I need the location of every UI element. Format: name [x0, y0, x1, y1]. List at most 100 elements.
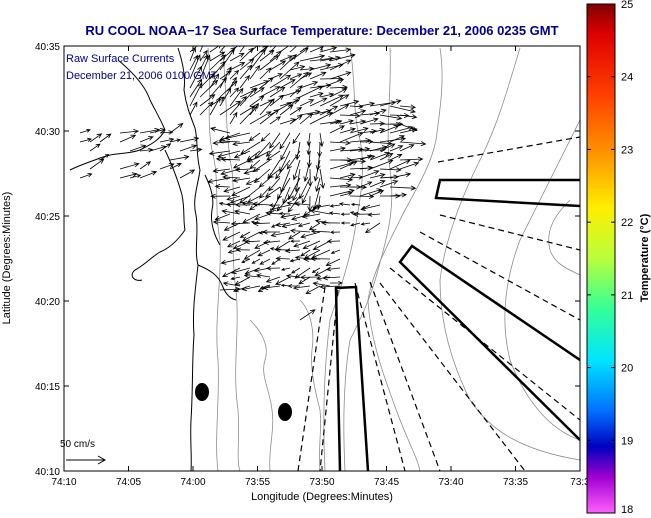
contour-line: [221, 47, 241, 471]
current-vector: [301, 213, 321, 219]
current-vector: [245, 177, 261, 185]
current-vector: [319, 78, 345, 89]
current-vector: [389, 159, 411, 170]
current-vector: [329, 140, 351, 146]
current-vector: [288, 177, 301, 201]
current-vector: [189, 147, 203, 152]
current-vector: [319, 46, 338, 53]
current-vector: [159, 137, 175, 143]
colorbar-tick-label: 21: [621, 290, 633, 302]
current-vector: [224, 132, 251, 141]
current-vector: [339, 158, 367, 164]
current-vector: [309, 208, 331, 215]
current-vector: [291, 267, 301, 274]
current-vector: [279, 53, 297, 71]
current-vector: [199, 79, 219, 98]
current-vector: [239, 231, 251, 238]
current-vector: [221, 209, 241, 215]
zone-boundary-dashed: [389, 267, 580, 421]
current-vector: [222, 281, 241, 287]
current-vector: [199, 54, 211, 80]
current-vector: [243, 168, 261, 175]
current-vector: [129, 144, 147, 152]
current-vector: [338, 202, 351, 206]
current-vector: [339, 161, 358, 170]
current-vector: [289, 228, 311, 234]
current-vector: [320, 220, 341, 226]
current-vector: [259, 86, 281, 98]
current-vector: [275, 276, 291, 285]
current-vector: [199, 101, 214, 116]
shipping-zones: [297, 136, 580, 471]
current-vector: [223, 222, 241, 231]
current-vector: [299, 177, 311, 200]
current-vector: [260, 132, 271, 142]
current-vector: [220, 258, 241, 265]
current-vector: [254, 213, 271, 221]
current-vector: [280, 267, 291, 271]
y-tick-label: 40:20: [35, 297, 60, 308]
current-vector: [369, 159, 394, 170]
current-vector: [129, 174, 142, 179]
current-vector: [280, 168, 291, 194]
current-vector: [226, 240, 241, 248]
current-vector: [217, 150, 241, 158]
current-vector: [252, 201, 271, 207]
current-vector: [262, 239, 281, 245]
current-vector: [229, 95, 247, 116]
current-vector: [279, 79, 296, 89]
current-vector: [259, 55, 280, 71]
current-vector: [349, 104, 364, 109]
current-vector: [289, 96, 301, 107]
colorbar-tick-label: 20: [621, 363, 633, 375]
current-vector: [289, 73, 303, 80]
current-vector: [292, 159, 301, 181]
current-vector: [259, 77, 274, 89]
shipping-lane-south: [334, 285, 370, 471]
current-vector: [328, 211, 341, 216]
current-vector: [319, 284, 341, 290]
current-vector: [399, 104, 416, 110]
current-vector: [339, 99, 360, 107]
bathymetry-contours: [207, 47, 580, 471]
zone-boundary-dashed: [319, 289, 339, 471]
current-vector: [179, 144, 198, 152]
current-vector: [219, 100, 242, 116]
current-vector: [249, 46, 268, 62]
current-vector: [289, 85, 303, 98]
current-vector: [329, 119, 343, 125]
current-vector: [251, 258, 261, 264]
current-vector: [319, 92, 335, 98]
current-vector: [339, 119, 354, 125]
current-vector: [119, 129, 140, 135]
current-vector: [326, 239, 341, 244]
x-tick-label: 73:50: [309, 477, 334, 488]
current-vector: [389, 185, 417, 191]
current-vector: [221, 267, 241, 278]
current-vector: [269, 132, 281, 149]
current-vector: [315, 177, 321, 193]
current-vector: [339, 127, 356, 134]
current-vector: [279, 132, 291, 150]
current-vector: [307, 195, 313, 212]
plot-area: [63, 45, 581, 472]
current-vector: [369, 151, 391, 161]
current-vector: [309, 63, 332, 71]
current-vector: [380, 193, 401, 199]
current-vector: [233, 150, 251, 159]
current-vector: [290, 239, 301, 243]
current-vector: [99, 133, 112, 143]
current-vector: [379, 99, 402, 107]
current-vector: [288, 231, 301, 240]
current-vector: [214, 213, 231, 221]
current-vector: [189, 65, 202, 89]
current-vector: [252, 159, 271, 173]
current-vector: [208, 150, 231, 156]
current-vector: [340, 221, 350, 225]
current-vector: [339, 113, 361, 119]
current-vector: [307, 168, 313, 188]
current-vector: [239, 46, 245, 53]
current-vector: [243, 273, 261, 279]
current-vector: [139, 170, 158, 179]
current-vector: [269, 94, 285, 107]
